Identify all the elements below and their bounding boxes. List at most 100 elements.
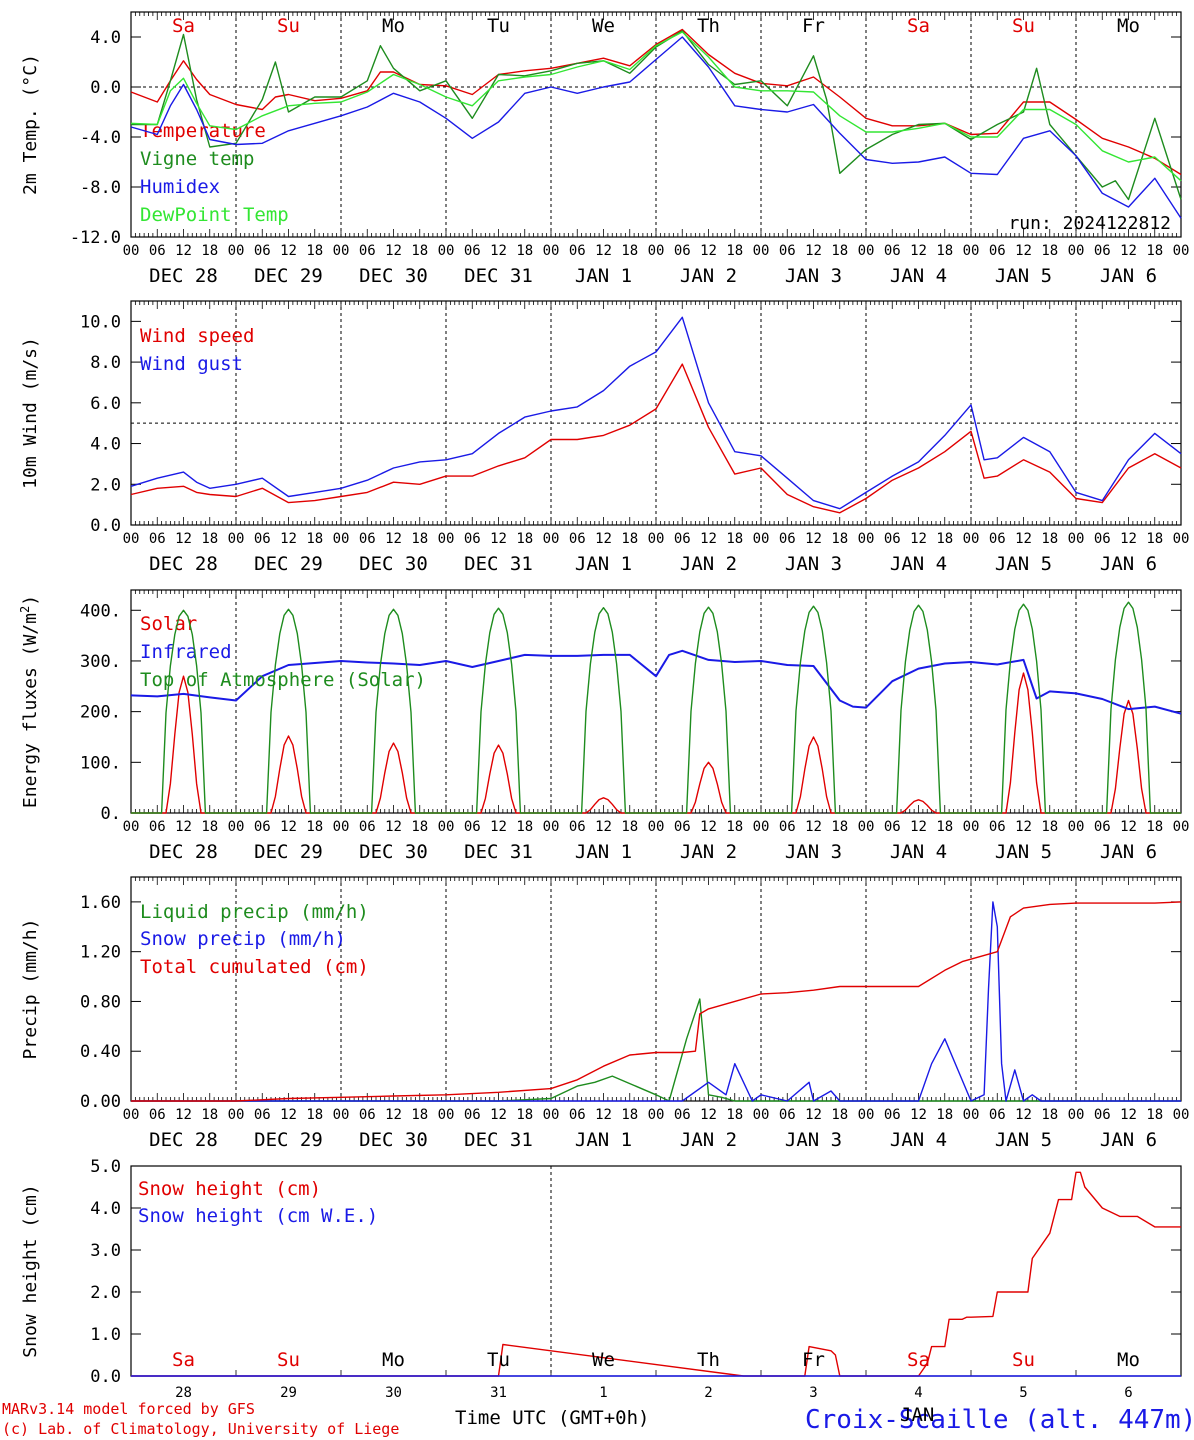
hour-tick-label: 18: [411, 531, 428, 547]
bottom-month-label: JAN: [900, 1404, 934, 1426]
hour-tick-label: 00: [1068, 243, 1085, 259]
hour-tick-label: 00: [333, 1107, 350, 1123]
series-line-wind-gust: [130, 316, 1182, 510]
date-label: JAN 5: [995, 553, 1052, 575]
hour-tick-label: 06: [674, 1107, 691, 1123]
day-name-label: Mo: [1117, 1349, 1140, 1371]
hour-tick-label: 12: [175, 243, 192, 259]
date-label: JAN 5: [995, 1129, 1052, 1151]
y-tick-label: 0.00: [80, 1092, 121, 1112]
hour-tick-label: 12: [1120, 819, 1137, 835]
hour-tick-label: 12: [805, 243, 822, 259]
day-number-label: 3: [809, 1385, 817, 1401]
hour-tick-label: 18: [621, 243, 638, 259]
y-tick-label: 10.0: [80, 312, 121, 332]
hour-tick-label: 18: [936, 1107, 953, 1123]
day-number-label: 4: [914, 1385, 922, 1401]
hour-tick-label: 12: [1120, 243, 1137, 259]
y-tick-label: 400.: [80, 601, 121, 621]
hour-tick-label: 00: [228, 531, 245, 547]
hour-tick-label: 18: [306, 819, 323, 835]
hour-tick-label: 00: [228, 819, 245, 835]
hour-tick-label: 12: [385, 819, 402, 835]
hour-tick-label: 12: [595, 1107, 612, 1123]
date-label: JAN 3: [785, 553, 842, 575]
hour-tick-label: 18: [1146, 1107, 1163, 1123]
date-label: JAN 6: [1100, 553, 1157, 575]
date-label: JAN 3: [785, 265, 842, 287]
legend-entry: Top of Atmosphere (Solar): [140, 669, 426, 691]
hour-tick-label: 12: [1015, 531, 1032, 547]
y-tick-label: 200.: [80, 703, 121, 723]
date-label: DEC 28: [149, 841, 218, 863]
y-tick-label: 100.: [80, 753, 121, 773]
hour-tick-label: 06: [884, 819, 901, 835]
date-label: DEC 31: [464, 553, 533, 575]
hour-tick-label: 12: [385, 1107, 402, 1123]
hour-tick-label: 00: [438, 1107, 455, 1123]
y-tick-label: -12.0: [70, 228, 121, 248]
hour-tick-label: 18: [306, 1107, 323, 1123]
date-label: JAN 6: [1100, 1129, 1157, 1151]
credit-line-2: (c) Lab. of Climatology, University of L…: [2, 1420, 399, 1438]
hour-tick-label: 06: [464, 1107, 481, 1123]
date-label: JAN 4: [890, 1129, 947, 1151]
date-label: JAN 4: [890, 841, 947, 863]
day-name-label: Tu: [487, 15, 510, 37]
y-axis-label: Precip (mm/h): [20, 919, 41, 1060]
hour-tick-label: 12: [490, 1107, 507, 1123]
y-axis-label: 10m Wind (m/s): [20, 337, 41, 489]
date-label: DEC 28: [149, 265, 218, 287]
hour-tick-label: 00: [858, 1107, 875, 1123]
date-label: JAN 2: [680, 553, 737, 575]
series-line-liquid-precip-mm-h-: [131, 998, 1181, 1102]
day-name-label: Fr: [802, 1349, 825, 1371]
day-name-label: We: [592, 15, 615, 37]
hour-tick-label: 12: [1015, 243, 1032, 259]
hour-tick-label: 18: [201, 1107, 218, 1123]
date-label: JAN 1: [575, 265, 632, 287]
credit-line-1: MARv3.14 model forced by GFS: [2, 1400, 255, 1418]
legend-entry: Snow height (cm): [138, 1178, 321, 1200]
hour-tick-label: 12: [595, 243, 612, 259]
day-name-label: Sa: [172, 15, 195, 37]
hour-tick-label: 18: [726, 819, 743, 835]
hour-tick-label: 12: [910, 819, 927, 835]
series-line-temperature: [130, 28, 1182, 176]
y-tick-label: 4.0: [90, 28, 121, 48]
y-tick-label: 1.0: [90, 1325, 121, 1345]
hour-tick-label: 00: [858, 819, 875, 835]
hour-tick-label: 18: [201, 243, 218, 259]
legend-entry: Snow height (cm W.E.): [138, 1205, 378, 1227]
hour-tick-label: 06: [359, 531, 376, 547]
date-label: JAN 2: [680, 1129, 737, 1151]
hour-tick-label: 12: [700, 819, 717, 835]
hour-tick-label: 00: [963, 1107, 980, 1123]
date-label: JAN 1: [575, 841, 632, 863]
date-label: JAN 3: [785, 841, 842, 863]
hour-tick-label: 12: [805, 1107, 822, 1123]
hour-tick-label: 06: [989, 531, 1006, 547]
legend-entry: Total cumulated (cm): [140, 956, 369, 978]
hour-tick-label: 18: [1146, 243, 1163, 259]
hour-tick-label: 00: [123, 1107, 140, 1123]
hour-tick-label: 18: [831, 1107, 848, 1123]
y-tick-label: 0.0: [90, 78, 121, 98]
hour-tick-label: 00: [123, 531, 140, 547]
hour-tick-label: 00: [1068, 531, 1085, 547]
hour-tick-label: 00: [333, 243, 350, 259]
hour-tick-label: 18: [516, 1107, 533, 1123]
hour-tick-label: 06: [989, 819, 1006, 835]
hour-tick-label: 12: [175, 1107, 192, 1123]
date-label: JAN 6: [1100, 265, 1157, 287]
hour-tick-label: 18: [1041, 1107, 1058, 1123]
y-tick-label: 0.80: [80, 992, 121, 1012]
date-label: JAN 6: [1100, 841, 1157, 863]
day-name-label: Sa: [172, 1349, 195, 1371]
hour-tick-label: 12: [280, 819, 297, 835]
hour-tick-label: 18: [726, 531, 743, 547]
day-name-label: Fr: [802, 15, 825, 37]
day-number-label: 31: [490, 1385, 507, 1401]
series-line-infrared: [130, 649, 1182, 715]
legend-entry: Temperature: [140, 120, 266, 142]
